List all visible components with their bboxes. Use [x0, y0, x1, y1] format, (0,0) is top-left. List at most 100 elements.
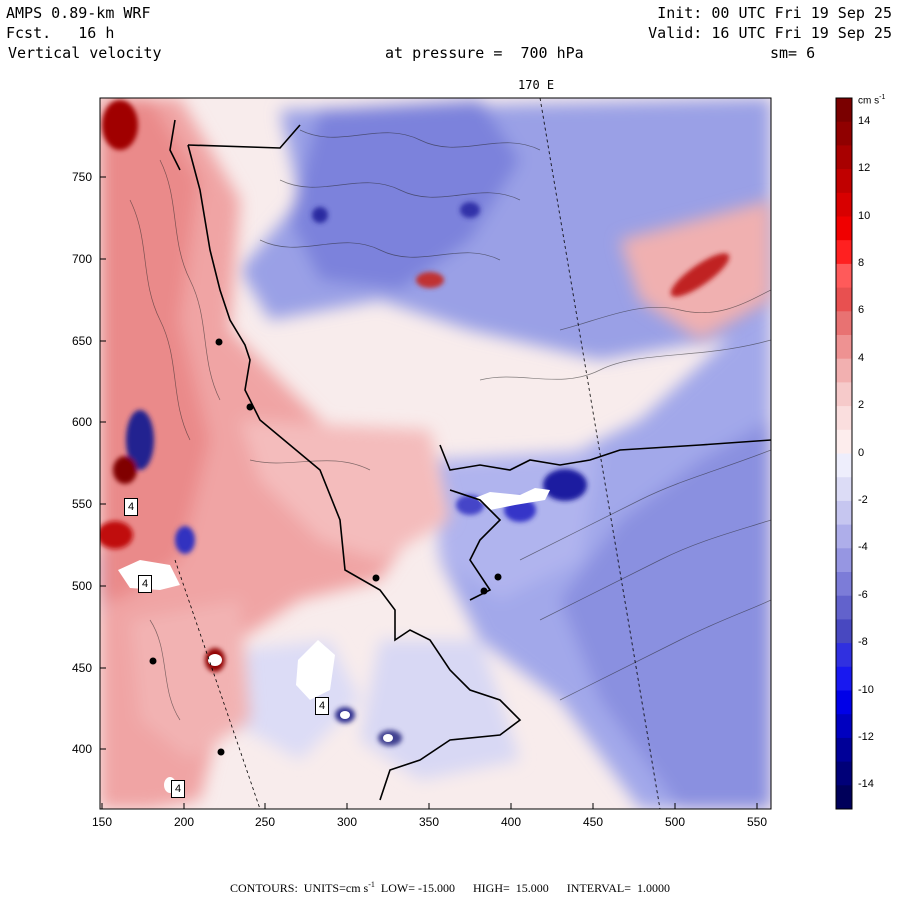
x-tick-label: 150 [92, 815, 113, 829]
valid-time: Valid: 16 UTC Fri 19 Sep 25 [648, 24, 892, 42]
y-tick-label: 700 [72, 252, 93, 266]
colorbar-swatch [836, 477, 852, 502]
colorbar-swatch [836, 358, 852, 383]
interval-label: INTERVAL= [566, 881, 631, 895]
colorbar-tick-label: -10 [858, 683, 874, 696]
low-label: LOW= [380, 881, 415, 895]
colorbar-swatch [836, 311, 852, 336]
colorbar-tick-label: -2 [858, 493, 868, 506]
colorbar-swatch [836, 619, 852, 644]
map-frame [99, 97, 772, 810]
contours-units: CONTOURS: UNITS=cm s [229, 881, 369, 895]
fcst-value: 16 h [78, 24, 115, 42]
y-tick-label: 750 [72, 170, 93, 184]
colorbar-swatch [836, 429, 852, 454]
colorbar-tick-label: 4 [858, 351, 865, 364]
field-name: Vertical velocity [8, 44, 162, 62]
colorbar-tick-label: 2 [858, 399, 865, 412]
model-title: AMPS 0.89-km WRF [6, 4, 151, 22]
colorbar-swatch [836, 572, 852, 597]
box-label: 4 [124, 498, 138, 516]
pressure-label: at pressure = [385, 44, 503, 62]
x-tick-label: 200 [174, 815, 195, 829]
colorbar-swatch [836, 548, 852, 573]
colorbar-swatch [836, 524, 852, 549]
box-label: 4 [315, 697, 329, 715]
colorbar-swatch [836, 145, 852, 170]
colorbar-units: cm s-1 [858, 94, 885, 106]
high-label: HIGH= [472, 881, 510, 895]
smoothing: sm= 6 [770, 44, 816, 62]
y-tick-label: 500 [72, 579, 93, 593]
station-markers [149, 338, 502, 756]
colorbar-swatch [836, 761, 852, 786]
colorbar-swatch [836, 453, 852, 478]
colorbar-swatch [836, 287, 852, 312]
meridian-lines [174, 98, 661, 809]
colorbar-swatch [836, 98, 852, 123]
colorbar-tick-label: 14 [858, 114, 871, 127]
colorbar-tick-label: -8 [858, 636, 868, 649]
colorbar-swatch [836, 595, 852, 620]
init-time: Init: 00 UTC Fri 19 Sep 25 [657, 4, 892, 22]
intense-cells [100, 100, 730, 746]
colorbar-swatch [836, 216, 852, 241]
colorbar-tick-label: -6 [858, 588, 868, 601]
colorbar-swatch [836, 643, 852, 668]
colorbar-swatch [836, 169, 852, 194]
y-tick-label: 650 [72, 334, 93, 348]
colorbar-tick-label: 6 [858, 304, 865, 317]
y-tick-label: 550 [72, 497, 93, 511]
x-tick-label: 400 [501, 815, 522, 829]
x-tick-label: 250 [255, 815, 276, 829]
colorbar-swatch [836, 263, 852, 289]
pressure-level: at pressure = 700 hPa [385, 43, 584, 63]
colorbar-swatch [836, 335, 852, 360]
high-value: 15.000 [515, 881, 549, 895]
pressure-value: 700 hPa [520, 44, 584, 62]
colorbar-units-exp: -1 [879, 94, 886, 101]
colorbar-swatch [836, 406, 852, 431]
colorbar-tick-label: -14 [858, 778, 874, 791]
colorbar-units-text: cm s [858, 95, 880, 107]
colorbar-swatch [836, 785, 852, 810]
colorbar-swatch [836, 690, 852, 715]
colorbar-tick-label: 10 [858, 209, 871, 222]
colorbar-tick-label: 12 [858, 162, 871, 175]
colorbar-tick-label: 0 [858, 446, 865, 459]
colorbar-swatch [836, 666, 852, 691]
low-value: -15.000 [417, 881, 455, 895]
contour-lines [129, 129, 771, 721]
colorbar-swatch [836, 382, 852, 407]
contours-units-exp: -1 [368, 880, 375, 889]
colorbar-swatch [836, 737, 852, 763]
colorbar-frame [835, 97, 853, 810]
colorbar-swatch [836, 240, 852, 265]
colorbar [835, 97, 853, 810]
axis-ticks [100, 176, 758, 809]
colorbar-swatch [836, 192, 852, 217]
colorbar-tick-label: 8 [858, 256, 865, 269]
box-label: 4 [138, 575, 152, 593]
interval-value: 1.0000 [637, 881, 670, 895]
colorbar-swatch [836, 500, 852, 526]
y-tick-label: 450 [72, 661, 93, 675]
box-label: 4 [171, 780, 185, 798]
fcst-label: Fcst. [6, 24, 52, 42]
coastline [169, 119, 771, 801]
x-tick-label: 500 [665, 815, 686, 829]
meridian-label: 170 E [518, 78, 555, 92]
colorbar-swatch [836, 121, 852, 146]
x-tick-label: 300 [337, 815, 358, 829]
x-tick-label: 450 [583, 815, 604, 829]
y-tick-label: 600 [72, 415, 93, 429]
x-tick-label: 550 [747, 815, 768, 829]
y-tick-label: 400 [72, 742, 93, 756]
colorbar-tick-label: -4 [858, 541, 868, 554]
colorbar-swatch [836, 714, 852, 739]
x-tick-label: 350 [419, 815, 440, 829]
colorbar-tick-label: -12 [858, 730, 874, 743]
forecast-hour: Fcst. 16 h [6, 23, 114, 43]
contour-info: CONTOURS: UNITS=cm s-1 LOW= -15.000 HIGH… [0, 880, 900, 896]
